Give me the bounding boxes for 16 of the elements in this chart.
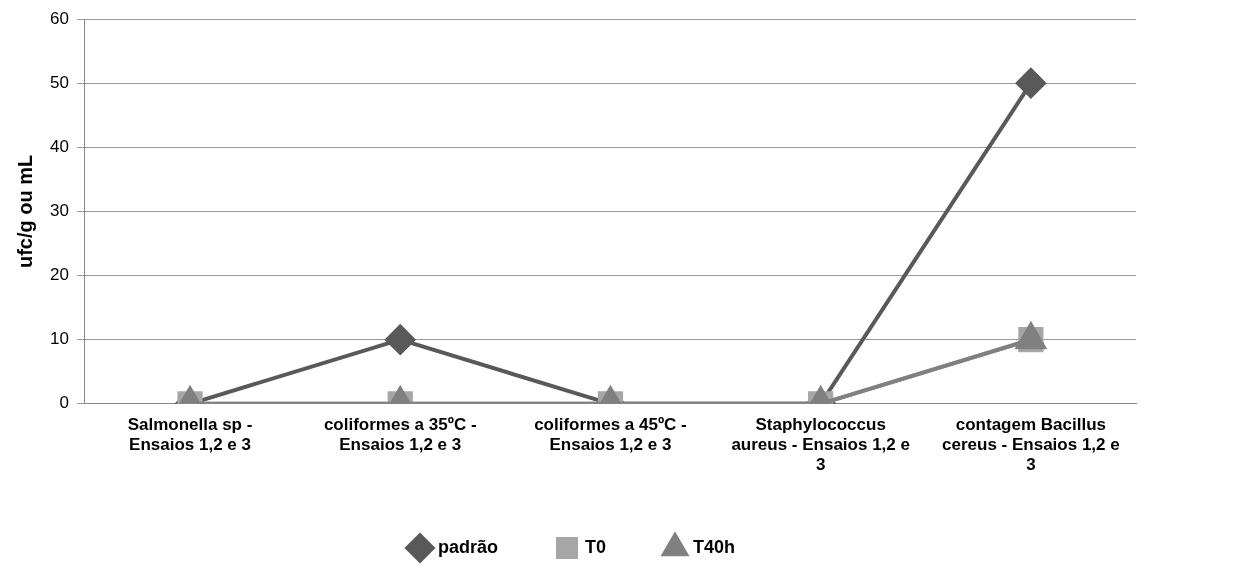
y-axis-title: ufc/g ou mL — [13, 154, 36, 269]
y-tick-label: 30 — [49, 201, 69, 221]
y-tick-label: 40 — [49, 136, 69, 156]
y-tick-label: 0 — [59, 393, 69, 413]
y-tick-label: 50 — [49, 72, 69, 92]
x-tick-label: coliformes a 45ºC - Ensaios 1,2 e 3 — [534, 414, 687, 455]
x-tick-label: contagem Bacillus cereus - Ensaios 1,2 e 3 — [942, 414, 1120, 475]
x-tick-label: coliformes a 35ºC - Ensaios 1,2 e 3 — [323, 414, 477, 455]
y-tick-label: 60 — [49, 8, 69, 28]
y-tick-label: 20 — [49, 265, 69, 285]
legend-label: padrão — [437, 536, 498, 557]
x-tick-label: Staphylococcus aureus - Ensaios 1,2 e 3 — [731, 414, 910, 475]
legend-label: T0 — [585, 536, 607, 557]
legend-label: T40h — [693, 536, 736, 557]
y-tick-label: 10 — [49, 329, 69, 349]
x-tick-label: Salmonella sp - Ensaios 1,2 e 3 — [127, 414, 253, 455]
